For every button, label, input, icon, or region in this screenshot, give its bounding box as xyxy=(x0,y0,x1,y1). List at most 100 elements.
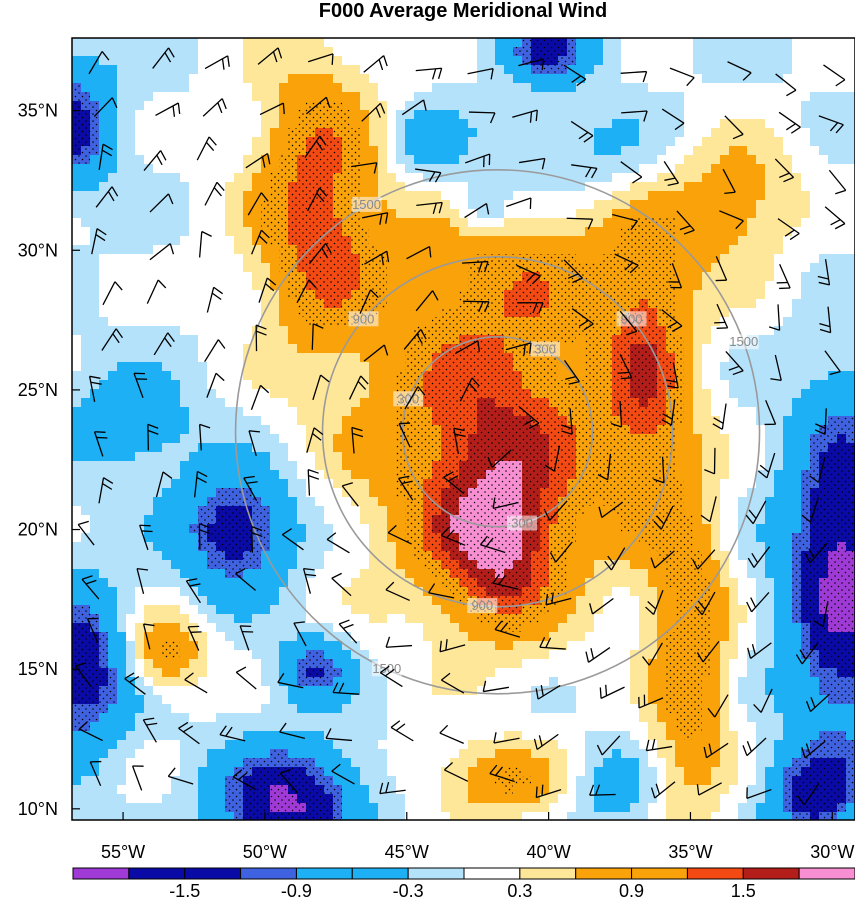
field-cell xyxy=(423,209,433,219)
field-cell xyxy=(225,434,235,444)
field-cell xyxy=(504,218,514,228)
field-cell xyxy=(333,533,343,543)
field-cell xyxy=(792,74,802,84)
field-cell xyxy=(495,128,505,138)
field-cell xyxy=(171,308,181,318)
field-cell xyxy=(360,434,370,444)
field-cell xyxy=(810,65,820,75)
field-cell xyxy=(99,380,109,390)
field-cell xyxy=(657,110,667,120)
field-cell xyxy=(630,74,640,84)
field-cell xyxy=(396,263,406,273)
field-cell xyxy=(117,191,127,201)
field-cell xyxy=(459,200,469,210)
field-cell xyxy=(387,110,397,120)
field-cell xyxy=(144,272,154,282)
field-cell xyxy=(774,497,784,507)
field-cell xyxy=(693,389,703,399)
field-cell xyxy=(396,236,406,246)
field-cell xyxy=(693,119,703,129)
field-cell xyxy=(720,389,730,399)
field-cell xyxy=(468,74,478,84)
field-cell xyxy=(783,191,793,201)
field-cell xyxy=(441,92,451,102)
field-cell xyxy=(180,551,190,561)
field-cell xyxy=(450,182,460,192)
field-cell xyxy=(720,119,730,129)
field-cell xyxy=(90,515,100,525)
field-cell xyxy=(387,254,397,264)
field-cell xyxy=(423,56,433,66)
field-cell xyxy=(576,119,586,129)
field-cell xyxy=(99,434,109,444)
field-cell xyxy=(441,218,451,228)
field-cell xyxy=(450,146,460,156)
field-cell xyxy=(333,65,343,75)
field-cell xyxy=(603,146,613,156)
field-cell xyxy=(819,56,829,66)
field-cell xyxy=(585,38,595,48)
field-cell xyxy=(531,182,541,192)
field-cell xyxy=(153,425,163,435)
field-cell xyxy=(252,263,262,273)
field-cell xyxy=(729,182,739,192)
field-cell xyxy=(405,146,415,156)
field-cell xyxy=(702,416,712,426)
field-cell xyxy=(792,83,802,93)
field-cell xyxy=(342,83,352,93)
field-cell xyxy=(756,38,766,48)
field-cell xyxy=(522,74,532,84)
field-cell xyxy=(801,371,811,381)
field-cell xyxy=(666,47,676,57)
field-cell xyxy=(720,101,730,111)
field-cell xyxy=(504,245,514,255)
field-cell xyxy=(180,245,190,255)
field-cell xyxy=(324,83,334,93)
field-cell xyxy=(711,470,721,480)
field-cell xyxy=(99,155,109,165)
field-cell xyxy=(99,164,109,174)
field-cell xyxy=(477,128,487,138)
field-cell xyxy=(774,389,784,399)
field-cell xyxy=(846,110,855,120)
field-cell xyxy=(135,551,145,561)
field-cell xyxy=(261,290,271,300)
field-cell xyxy=(270,47,280,57)
field-cell xyxy=(243,308,253,318)
field-cell xyxy=(117,533,127,543)
field-cell xyxy=(117,443,127,453)
field-cell xyxy=(639,200,649,210)
field-cell xyxy=(117,290,127,300)
field-cell xyxy=(720,173,730,183)
field-cell xyxy=(135,227,145,237)
field-cell xyxy=(603,209,613,219)
field-cell xyxy=(387,155,397,165)
field-cell xyxy=(90,47,100,57)
field-cell xyxy=(90,272,100,282)
field-cell xyxy=(144,281,154,291)
field-cell xyxy=(126,272,136,282)
field-cell xyxy=(243,344,253,354)
field-cell xyxy=(81,533,91,543)
field-cell xyxy=(108,506,118,516)
field-cell xyxy=(567,371,577,381)
field-cell xyxy=(837,353,847,363)
field-cell xyxy=(729,254,739,264)
field-cell xyxy=(189,452,199,462)
field-cell xyxy=(585,155,595,165)
field-cell xyxy=(207,416,217,426)
field-cell xyxy=(792,380,802,390)
field-cell xyxy=(171,182,181,192)
field-cell xyxy=(261,443,271,453)
field-cell xyxy=(153,227,163,237)
field-cell xyxy=(225,470,235,480)
field-cell xyxy=(720,461,730,471)
field-cell xyxy=(576,344,586,354)
field-cell xyxy=(702,362,712,372)
field-cell xyxy=(765,308,775,318)
field-cell xyxy=(108,38,118,48)
field-cell xyxy=(108,209,118,219)
field-cell xyxy=(450,299,460,309)
field-cell xyxy=(90,488,100,498)
field-cell xyxy=(369,164,379,174)
